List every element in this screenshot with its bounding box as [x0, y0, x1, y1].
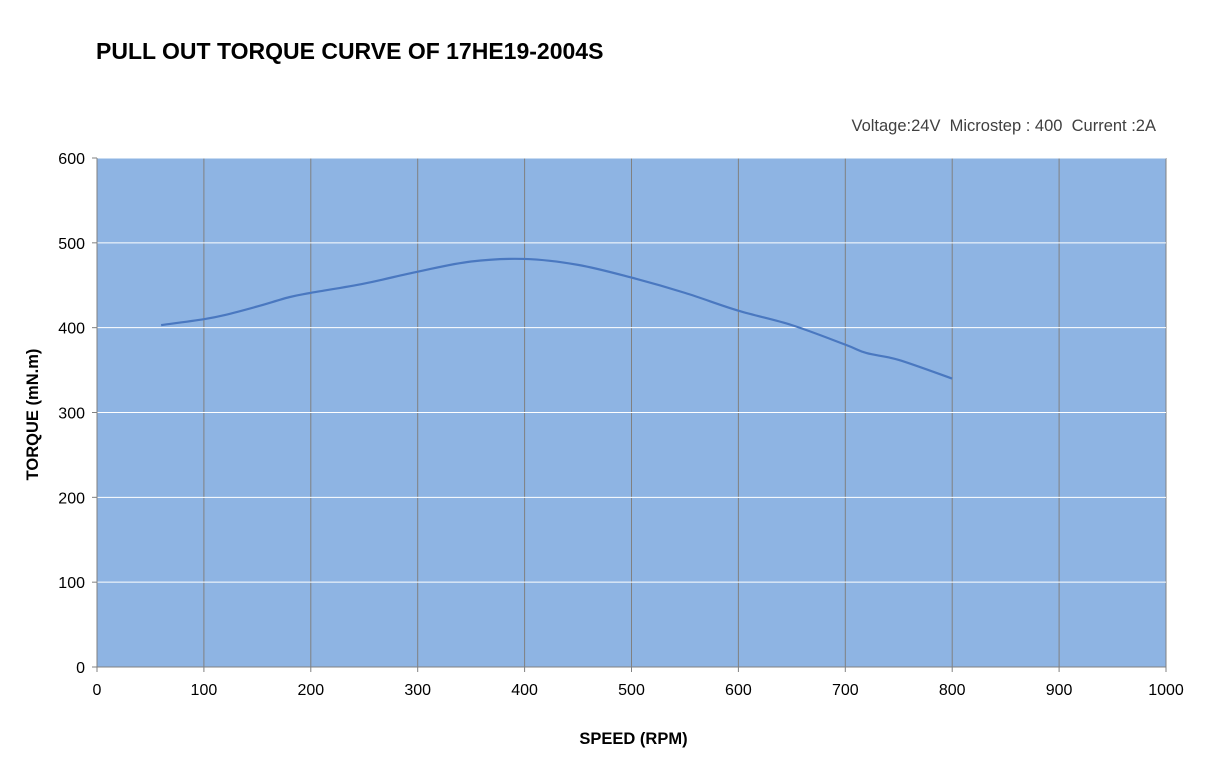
- chart-title: PULL OUT TORQUE CURVE OF 17HE19-2004S: [96, 38, 604, 64]
- x-tick-label: 500: [618, 682, 645, 699]
- y-tick-label: 600: [58, 151, 85, 168]
- x-tick-label: 800: [939, 682, 966, 699]
- chart-subtitle: Voltage:24V Microstep : 400 Current :2A: [851, 117, 1156, 135]
- y-tick-label: 300: [58, 406, 85, 423]
- x-tick-label: 0: [93, 682, 102, 699]
- x-tick-labels: 0 100 200 300 400 500 600 700 800 900 1000: [93, 682, 1184, 699]
- y-tick-label: 0: [76, 660, 85, 677]
- horizontal-grid: [97, 157, 1166, 583]
- x-tick-label: 900: [1046, 682, 1073, 699]
- y-axis-label: TORQUE (mN.m): [24, 349, 42, 481]
- x-tick-label: 100: [191, 682, 218, 699]
- torque-series-line: [160, 257, 953, 380]
- y-tick-label: 200: [58, 490, 85, 507]
- x-tick-label: 400: [511, 682, 538, 699]
- x-tick-label: 1000: [1148, 682, 1184, 699]
- x-tick-label: 600: [725, 682, 752, 699]
- x-tick-label: 700: [832, 682, 859, 699]
- x-tick-label: 200: [297, 682, 324, 699]
- axes: [92, 157, 1167, 672]
- y-tick-labels: 0 100 200 300 400 500 600: [58, 151, 85, 677]
- y-tick-label: 400: [58, 321, 85, 338]
- x-tick-label: 300: [404, 682, 431, 699]
- y-tick-label: 100: [58, 575, 85, 592]
- x-axis-label: SPEED (RPM): [579, 730, 687, 748]
- y-tick-label: 500: [58, 236, 85, 253]
